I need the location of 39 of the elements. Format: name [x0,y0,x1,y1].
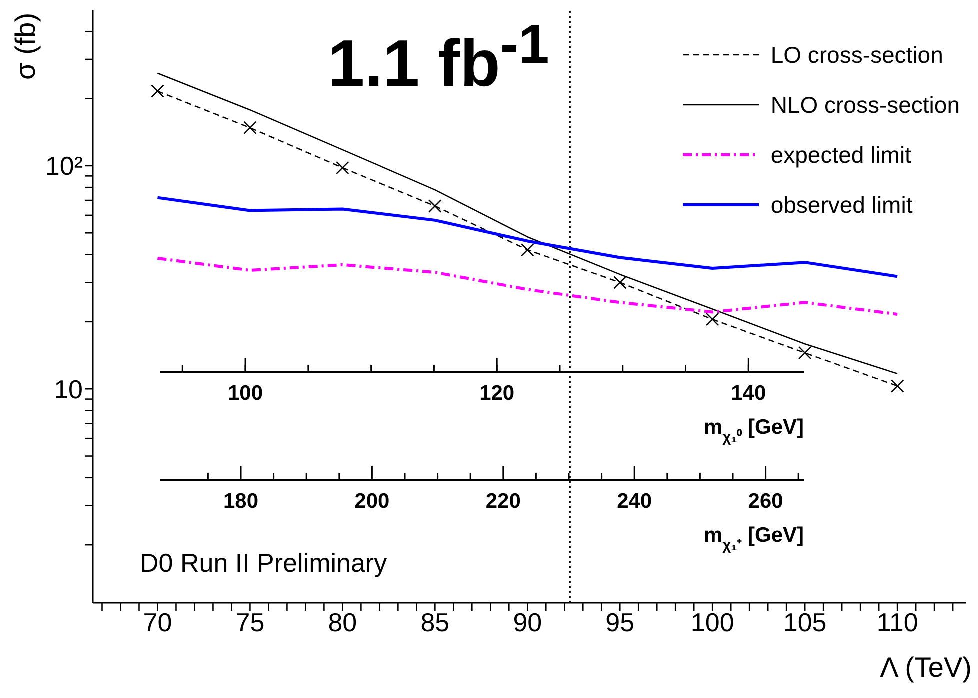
annotation: 200 [354,490,390,513]
point [151,84,164,98]
annotation: m$_{χ₁⁺}$ [GeV] [704,524,804,554]
x-tick-label: 105 [783,607,827,638]
x-tick-label: 110 [876,607,918,638]
legend-label: LO cross-section [770,42,944,68]
chart-title: 1.1 fb$^{-1}$ [328,12,550,101]
point [798,346,812,360]
annotation: 240 [617,490,652,513]
y-axis-title: σ (fb) [10,12,42,80]
legend-label: observed limit [770,192,913,218]
x2-axis-title: m$_{χ₁⁰}$ [GeV] [704,416,804,446]
x2-tick-label: 100 [228,382,264,405]
line-series [156,256,900,316]
x-tick-label: 95 [606,607,635,638]
x2-tick-label: 120 [480,382,515,405]
annotation: 260 [748,490,784,513]
x-tick-label: 70 [143,607,172,638]
annotation: 220 [486,490,521,513]
y-tick-label: 10² [45,151,84,182]
x-axis-title: Λ (TeV) [880,652,972,684]
annotation: D0 Run II Preliminary [140,548,388,579]
x-tick-label: 100 [690,607,734,638]
point [890,380,904,393]
point [428,200,442,213]
y-tick-label: 10 [54,374,83,404]
point [706,312,720,326]
x-tick-label: 85 [420,607,450,638]
point [613,276,627,290]
x-tick-label: 75 [236,607,265,638]
point [244,121,257,135]
x-tick-label: 80 [328,607,358,638]
point [336,161,350,175]
x2-tick-label: 140 [731,382,766,405]
x-tick-label: 90 [513,607,542,638]
legend-label: NLO cross-section [770,92,960,118]
point [521,243,534,257]
annotation: 180 [223,490,259,513]
legend-label: expected limit [770,142,912,168]
